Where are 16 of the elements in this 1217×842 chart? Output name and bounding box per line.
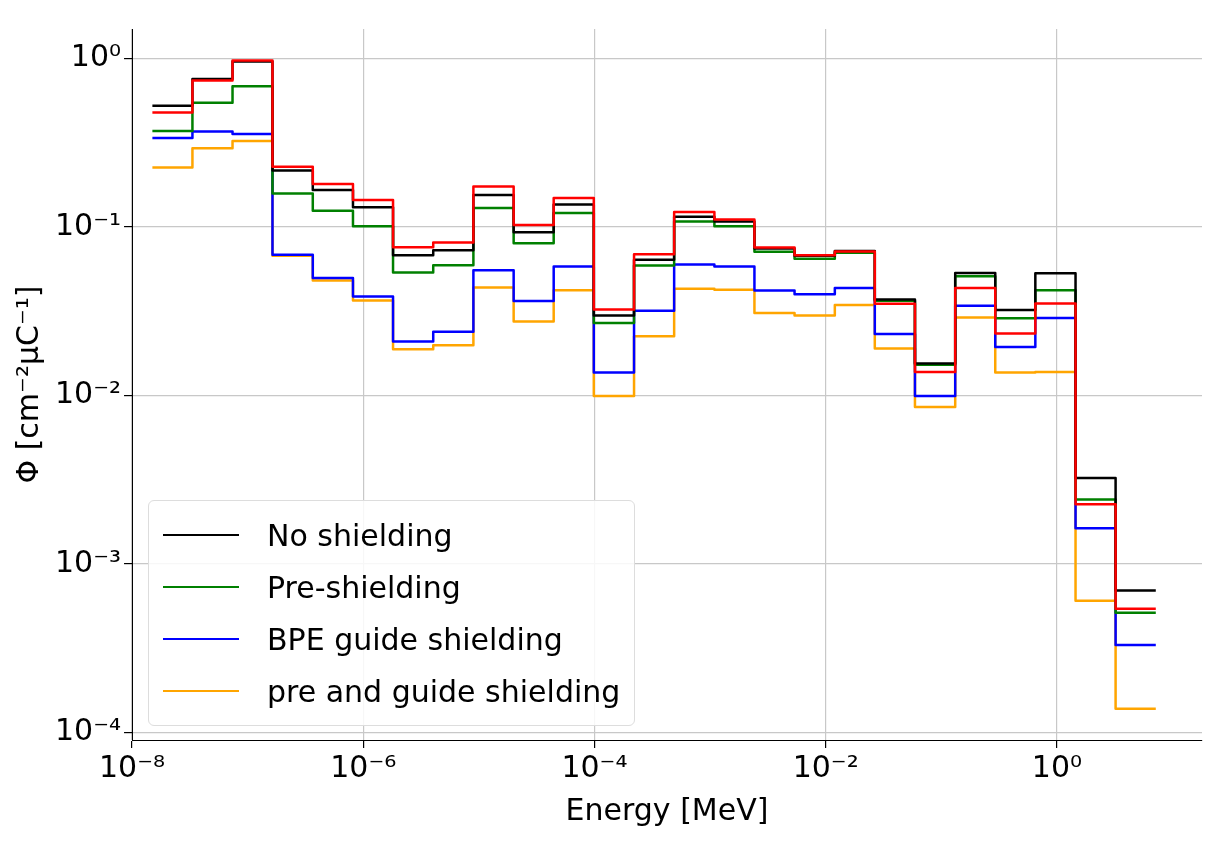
y-axis-title: Φ [cm⁻²μC⁻¹] xyxy=(9,285,45,484)
legend-label: No shielding xyxy=(267,517,453,553)
legend-label: Pre-shielding xyxy=(267,569,461,605)
x-tick-label: 10⁻⁸ xyxy=(99,748,166,784)
x-axis-title: Energy [MeV] xyxy=(565,791,769,827)
x-tick-label: 10⁰ xyxy=(1031,748,1082,784)
y-tick-label: 10⁻⁴ xyxy=(54,712,122,748)
y-tick-label: 10⁰ xyxy=(70,38,122,74)
x-tick-label: 10⁻² xyxy=(792,748,859,784)
legend-label: BPE guide shielding xyxy=(267,621,563,657)
x-tick-label: 10⁻⁶ xyxy=(330,748,397,784)
y-tick-label: 10⁻³ xyxy=(54,543,122,579)
legend-label: pre and guide shielding xyxy=(267,673,621,709)
y-tick-label: 10⁻¹ xyxy=(54,206,122,242)
y-tick-label: 10⁻² xyxy=(54,375,122,411)
x-tick-label: 10⁻⁴ xyxy=(561,748,628,784)
